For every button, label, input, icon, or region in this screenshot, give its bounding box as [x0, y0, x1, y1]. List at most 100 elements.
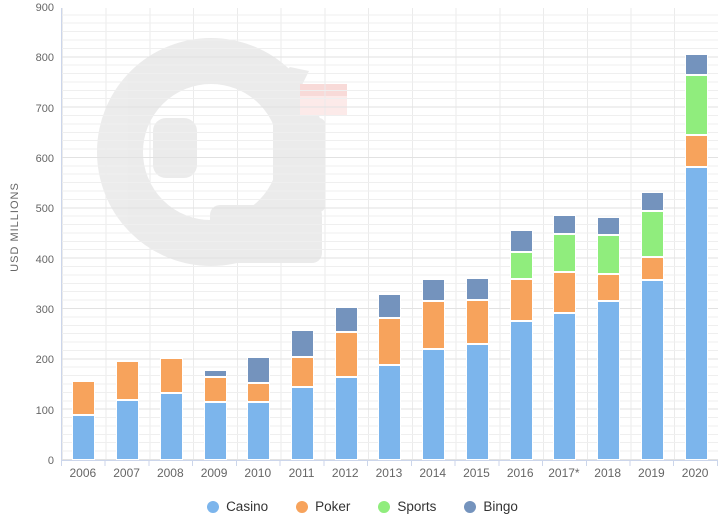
bar-segment-casino-2017[interactable]: [553, 313, 577, 460]
bar-segment-sports-2020[interactable]: [684, 75, 708, 135]
y-tick-label: 500: [35, 203, 54, 216]
bar-segment-poker-2006[interactable]: [72, 381, 96, 415]
bar-segment-bingo-2013[interactable]: [378, 294, 402, 318]
bar-segment-casino-2011[interactable]: [291, 387, 315, 460]
bar-segment-bingo-2010[interactable]: [247, 357, 271, 383]
bar-segment-casino-2019[interactable]: [640, 280, 664, 460]
bar-segment-poker-2011[interactable]: [291, 357, 315, 387]
stacked-bar: [291, 330, 315, 460]
legend-label: Sports: [397, 499, 437, 514]
stacked-bar: [465, 278, 489, 460]
bar-segment-poker-2015[interactable]: [465, 300, 489, 344]
bar-segment-poker-2012[interactable]: [334, 332, 358, 377]
x-axis-ticks: [61, 461, 718, 466]
casino-legend-dot-icon: [207, 500, 220, 513]
bar-segment-sports-2018[interactable]: [597, 235, 621, 274]
bar-segment-bingo-2015[interactable]: [465, 278, 489, 300]
bar-segment-bingo-2016[interactable]: [509, 230, 533, 252]
bar-slot-2006: [62, 8, 106, 460]
legend-item-sports[interactable]: Sports: [378, 499, 436, 514]
bar-segment-casino-2013[interactable]: [378, 365, 402, 460]
bar-slot-2009: [193, 8, 237, 460]
x-tick-label: 2018: [594, 466, 621, 480]
bar-segment-bingo-2019[interactable]: [640, 192, 664, 211]
bar-segment-casino-2014[interactable]: [422, 349, 446, 460]
bar-segment-casino-2009[interactable]: [203, 402, 227, 460]
bar-segment-poker-2007[interactable]: [116, 361, 140, 400]
bar-segment-casino-2016[interactable]: [509, 321, 533, 460]
bar-segment-casino-2018[interactable]: [597, 301, 621, 460]
x-tick-label: 2016: [506, 466, 534, 480]
x-tick-label: 2019: [638, 466, 665, 480]
bar-segment-bingo-2017[interactable]: [553, 215, 577, 234]
stacked-bar: [116, 361, 140, 460]
bar-segment-poker-2009[interactable]: [203, 377, 227, 402]
bar-segment-bingo-2018[interactable]: [597, 217, 621, 235]
legend-label: Casino: [226, 499, 269, 514]
bar-segment-bingo-2012[interactable]: [334, 307, 358, 332]
x-tick-label: 2015: [463, 466, 490, 480]
bar-segment-bingo-2020[interactable]: [684, 54, 708, 75]
bar-segment-casino-2006[interactable]: [72, 415, 96, 460]
bar-segment-poker-2014[interactable]: [422, 301, 446, 349]
stacked-bar: [378, 294, 402, 460]
y-tick-label: 900: [35, 2, 54, 14]
bar-slot-2013: [368, 8, 412, 460]
bar-segment-sports-2016[interactable]: [509, 252, 533, 279]
bar-segment-poker-2018[interactable]: [597, 274, 621, 301]
stacked-bar: [553, 215, 577, 460]
bar-slot-2014: [412, 8, 456, 460]
x-axis-labels: 2006 2007 2008 2009 2010 2011 2012 2013 2014 2015…: [61, 466, 718, 484]
x-tick-label: 2007: [113, 466, 140, 480]
y-tick-label: 800: [35, 52, 54, 65]
y-tick-label: 100: [35, 404, 54, 417]
y-tick-label: 400: [35, 253, 54, 266]
bar-segment-poker-2008[interactable]: [159, 358, 183, 393]
bar-segment-poker-2010[interactable]: [247, 383, 271, 402]
bingo-legend-dot-icon: [464, 500, 477, 513]
poker-legend-dot-icon: [296, 500, 309, 513]
bar-segment-casino-2020[interactable]: [684, 167, 708, 460]
bar-segment-bingo-2014[interactable]: [422, 279, 446, 301]
plot-area: [61, 8, 718, 461]
stacked-bar: [72, 381, 96, 460]
bar-slot-2016: [499, 8, 543, 460]
y-tick-label: 0: [47, 455, 54, 467]
x-tick-label: 2008: [156, 466, 184, 480]
bar-segment-poker-2019[interactable]: [640, 257, 664, 280]
bar-segment-sports-2017[interactable]: [553, 234, 577, 272]
bar-slot-2007: [106, 8, 150, 460]
bar-segment-poker-2020[interactable]: [684, 135, 708, 167]
legend-item-bingo[interactable]: Bingo: [464, 499, 518, 514]
bars-container: [62, 8, 718, 460]
bar-segment-bingo-2011[interactable]: [291, 330, 315, 357]
bar-segment-casino-2010[interactable]: [247, 402, 271, 460]
x-tick-label: 2014: [419, 466, 447, 480]
stacked-bar: [247, 357, 271, 460]
x-tick-label: 2009: [200, 466, 228, 480]
bar-segment-poker-2013[interactable]: [378, 318, 402, 365]
bar-segment-bingo-2009[interactable]: [203, 370, 227, 377]
bar-slot-2012: [324, 8, 368, 460]
bar-segment-casino-2015[interactable]: [465, 344, 489, 460]
bar-segment-casino-2008[interactable]: [159, 393, 183, 460]
x-tick-label: 2012: [331, 466, 359, 480]
bar-segment-poker-2017[interactable]: [553, 272, 577, 313]
y-tick-label: 300: [35, 304, 54, 316]
stacked-bar: [684, 54, 708, 460]
stacked-bar: [203, 370, 227, 460]
x-tick-label: 2020: [681, 466, 709, 480]
bar-slot-2020: [674, 8, 718, 460]
bar-segment-casino-2007[interactable]: [116, 400, 140, 460]
legend-item-poker[interactable]: Poker: [296, 499, 350, 514]
legend-item-casino[interactable]: Casino: [207, 499, 268, 514]
legend-label: Bingo: [483, 499, 518, 514]
bar-slot-2011: [281, 8, 325, 460]
bar-segment-poker-2016[interactable]: [509, 279, 533, 321]
bar-segment-casino-2012[interactable]: [334, 377, 358, 460]
stacked-bar: [509, 230, 533, 460]
stacked-bar: [597, 217, 621, 460]
bar-segment-sports-2019[interactable]: [640, 211, 664, 257]
bar-slot-2017: [543, 8, 587, 460]
bar-slot-2018: [587, 8, 631, 460]
